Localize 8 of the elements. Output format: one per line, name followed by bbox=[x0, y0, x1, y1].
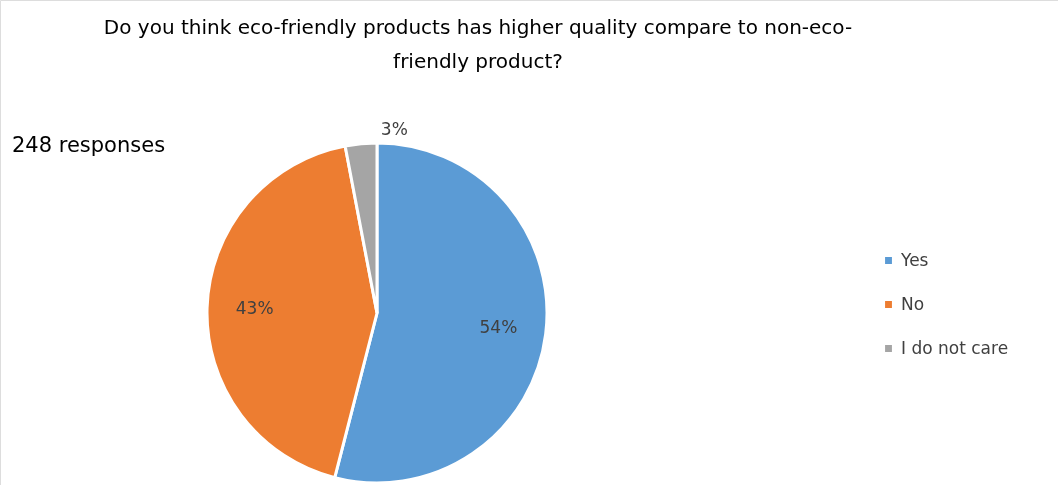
data-label: 3% bbox=[380, 118, 408, 139]
legend-label: I do not care bbox=[901, 337, 1009, 358]
text: 248 responses bbox=[12, 133, 166, 157]
data-label: 43% bbox=[235, 298, 274, 319]
chart-title: Do you think eco-friendly products has higher quality compare to non-eco-friendly product? bbox=[103, 15, 853, 73]
legend-label: No bbox=[901, 293, 925, 314]
legend-label: Yes bbox=[900, 249, 929, 270]
data-label: 54% bbox=[479, 317, 518, 338]
